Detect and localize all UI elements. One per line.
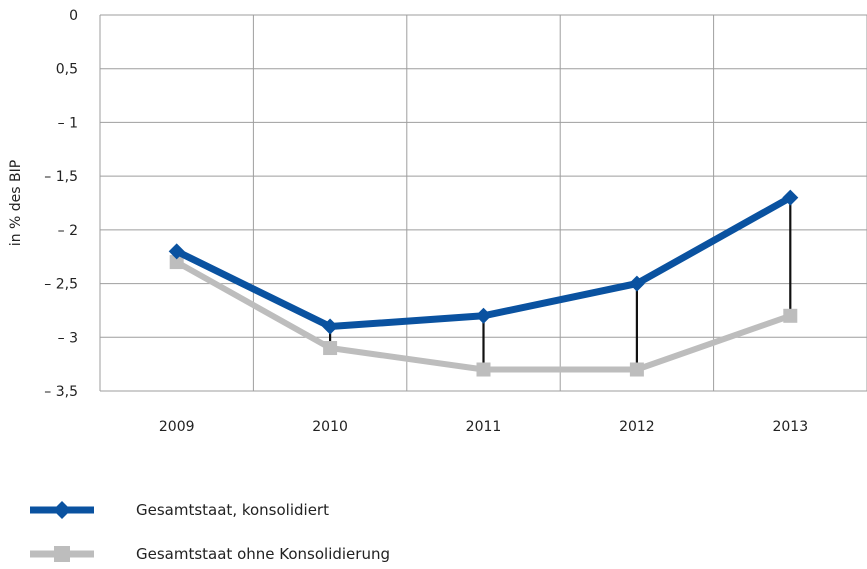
data-point-diamond [782, 189, 799, 206]
x-tick-label: 2011 [466, 419, 502, 435]
x-axis-ticks: 2009 2010 2011 2012 2013 [159, 419, 808, 435]
y-tick-label: – 1 [58, 115, 78, 131]
data-point-diamond [628, 275, 645, 292]
data-point-square [629, 362, 644, 377]
legend-item-ohne-konsolidierung: Gesamtstaat ohne Konsolidierung [30, 539, 450, 569]
series-line-konsolidiert [175, 194, 793, 331]
y-axis-label: in % des BIP [8, 160, 24, 246]
x-tick-label: 2010 [312, 419, 348, 435]
data-point-diamond [168, 243, 185, 260]
y-tick-label: – 3,5 [44, 384, 78, 400]
series-group [168, 189, 799, 377]
data-point-diamond [475, 307, 492, 324]
x-tick-label: 2013 [772, 419, 808, 435]
grid [99, 14, 867, 392]
data-point-square [169, 255, 184, 270]
legend-label-ohne-konsolidierung: Gesamtstaat ohne Konsolidierung [136, 545, 390, 563]
y-tick-label: – 3 [58, 330, 78, 346]
y-tick-label: – 2,5 [44, 277, 78, 293]
data-point-square [783, 308, 798, 323]
data-point-diamond [322, 318, 339, 335]
y-tick-label: – 1,5 [44, 169, 78, 185]
y-axis-ticks: 0 0,5 – 1 – 1,5 – 2 – 2,5 – 3 – 3,5 [44, 8, 78, 400]
data-point-square [323, 341, 338, 356]
y-tick-label: – 2 [58, 223, 78, 239]
x-tick-label: 2012 [619, 419, 655, 435]
legend-swatch-konsolidiert [30, 501, 94, 519]
legend-item-konsolidiert: Gesamtstaat, konsolidiert [30, 495, 450, 525]
x-tick-label: 2009 [159, 419, 195, 435]
legend-swatch-ohne-konsolidierung [30, 546, 94, 562]
data-point-square [476, 362, 491, 377]
y-tick-label: 0 [69, 8, 78, 24]
y-tick-label: 0,5 [56, 62, 78, 78]
legend-label-konsolidiert: Gesamtstaat, konsolidiert [136, 501, 329, 519]
